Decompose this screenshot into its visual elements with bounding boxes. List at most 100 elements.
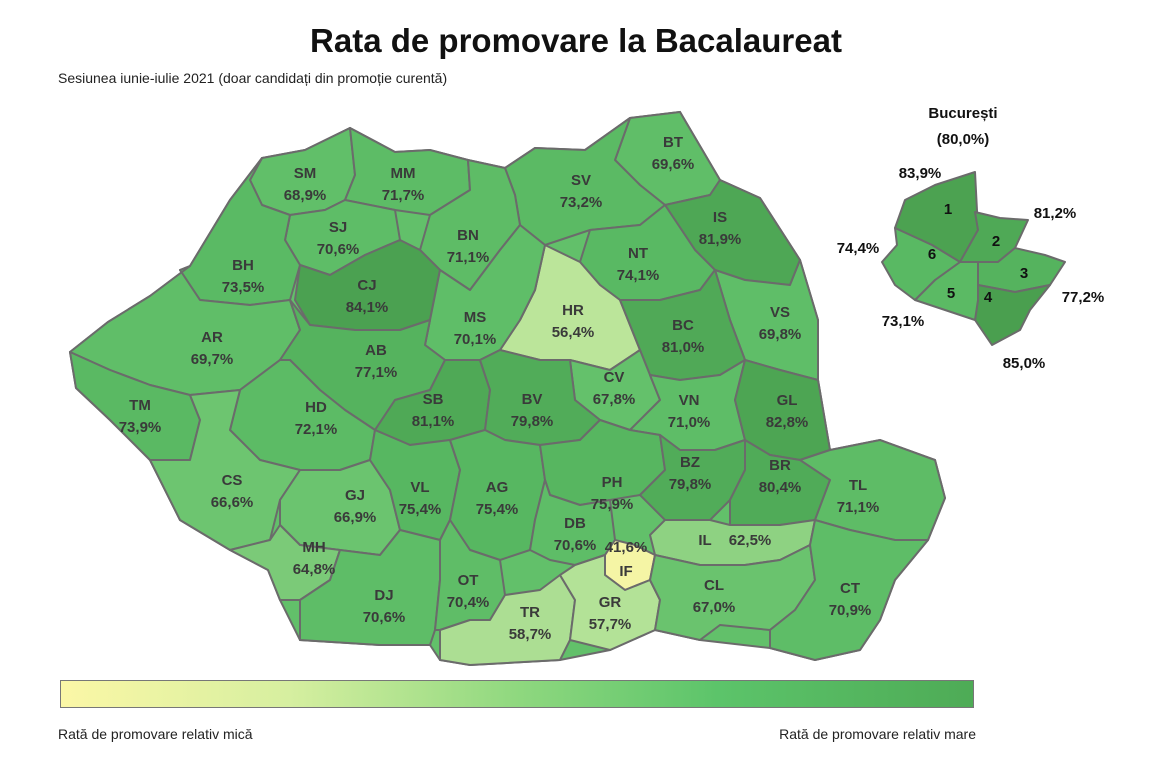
county-code-label: IF [619, 563, 632, 580]
county-value-label: 75,9% [591, 496, 634, 513]
county-value-label: 57,7% [589, 616, 632, 633]
county-value-label: 80,4% [759, 479, 802, 496]
map-title: Rata de promovare la Bacalaureat [310, 22, 842, 59]
county-code-label: DB [564, 515, 586, 532]
bucharest-total-value: (80,0%) [937, 131, 990, 148]
county-code-label: SV [571, 172, 591, 189]
county-code-label: GR [599, 594, 622, 611]
county-code-label: BN [457, 227, 479, 244]
county-code-label: CJ [357, 277, 376, 294]
county-value-label: 71,1% [837, 499, 880, 516]
county-code-label: NT [628, 245, 648, 262]
romania-county-map: SM 68,9% MM 71,7% BT 69,6% SV 73,2% SJ 70,6% BN 71,… [68, 105, 1105, 667]
county-value-label: 75,4% [476, 501, 519, 518]
county-code-label: BT [663, 134, 683, 151]
county-value-label: 71,1% [447, 249, 490, 266]
county-value-label: 66,9% [334, 509, 377, 526]
county-value-label: 75,4% [399, 501, 442, 518]
county-code-label: GL [777, 392, 798, 409]
county-value-label: 82,8% [766, 414, 809, 431]
sector-value-label: 77,2% [1062, 289, 1105, 306]
county-code-label: CT [840, 580, 860, 597]
county-value-label: 71,7% [382, 187, 425, 204]
county-code-label: HR [562, 302, 584, 319]
county-code-label: AR [201, 329, 223, 346]
sector-value-label: 73,1% [882, 313, 925, 330]
county-code-label: OT [458, 572, 479, 589]
sector-number-label: 1 [944, 201, 952, 218]
county-value-label: 70,1% [454, 331, 497, 348]
legend-low-label: Rată de promovare relativ mică [58, 726, 253, 742]
sector-number-label: 5 [947, 285, 955, 302]
sector-value-label: 74,4% [837, 240, 880, 257]
county-value-label: 73,2% [560, 194, 603, 211]
county-code-label: TM [129, 397, 151, 414]
county-code-label: IS [713, 209, 727, 226]
county-value-label: 79,8% [511, 413, 554, 430]
county-code-label: TL [849, 477, 867, 494]
county-ct [769, 519, 929, 661]
legend-color-scale [60, 680, 974, 708]
county-value-label: 67,0% [693, 599, 736, 616]
county-value-label: 81,9% [699, 231, 742, 248]
county-code-label: CS [222, 472, 243, 489]
county-value-label: 70,4% [447, 594, 490, 611]
county-code-label: SB [423, 391, 444, 408]
county-value-label: 66,6% [211, 494, 254, 511]
county-code-label: MS [464, 309, 487, 326]
sector-number-label: 3 [1020, 265, 1028, 282]
county-code-label: PH [602, 474, 623, 491]
county-code-label: SM [294, 165, 317, 182]
bucharest-sector-6 [881, 227, 961, 301]
county-value-label: 84,1% [346, 299, 389, 316]
county-value-label: 70,6% [363, 609, 406, 626]
county-value-label: 70,6% [554, 537, 597, 554]
county-value-label: 64,8% [293, 561, 336, 578]
county-value-label: 68,9% [284, 187, 327, 204]
county-value-label: 73,5% [222, 279, 265, 296]
county-code-label: TR [520, 604, 540, 621]
county-code-label: BV [522, 391, 543, 408]
county-value-label: 77,1% [355, 364, 398, 381]
sector-value-label: 83,9% [899, 165, 942, 182]
county-value-label: 41,6% [605, 539, 648, 556]
county-value-label: 56,4% [552, 324, 595, 341]
county-code-label: BH [232, 257, 254, 274]
sector-number-label: 6 [928, 246, 936, 263]
county-code-label: AB [365, 342, 387, 359]
county-code-label: BR [769, 457, 791, 474]
county-value-label: 79,8% [669, 476, 712, 493]
county-code-label: MM [391, 165, 416, 182]
county-value-label: 69,8% [759, 326, 802, 343]
county-code-label: CV [604, 369, 625, 386]
county-code-label: GJ [345, 487, 365, 504]
county-code-label: AG [486, 479, 509, 496]
county-value-label: 69,6% [652, 156, 695, 173]
county-value-label: 81,1% [412, 413, 455, 430]
county-value-label: 62,5% [729, 532, 772, 549]
county-code-label: SJ [329, 219, 347, 236]
bucharest-title: București [928, 105, 997, 122]
county-value-label: 73,9% [119, 419, 162, 436]
county-value-label: 74,1% [617, 267, 660, 284]
sector-value-label: 85,0% [1003, 355, 1046, 372]
county-code-label: HD [305, 399, 327, 416]
county-code-label: VL [410, 479, 429, 496]
county-code-label: DJ [374, 587, 393, 604]
county-code-label: CL [704, 577, 724, 594]
county-value-label: 70,9% [829, 602, 872, 619]
county-code-label: BC [672, 317, 694, 334]
county-value-label: 70,6% [317, 241, 360, 258]
county-value-label: 69,7% [191, 351, 234, 368]
county-value-label: 58,7% [509, 626, 552, 643]
county-code-label: VN [679, 392, 700, 409]
county-value-label: 67,8% [593, 391, 636, 408]
legend-high-label: Rată de promovare relativ mare [779, 726, 976, 742]
county-code-label: VS [770, 304, 790, 321]
map-subtitle: Sesiunea iunie-iulie 2021 (doar candidaț… [58, 70, 448, 86]
county-code-label: BZ [680, 454, 700, 471]
county-value-label: 81,0% [662, 339, 705, 356]
sector-number-label: 2 [992, 233, 1000, 250]
county-code-label: MH [302, 539, 325, 556]
sector-value-label: 81,2% [1034, 205, 1077, 222]
